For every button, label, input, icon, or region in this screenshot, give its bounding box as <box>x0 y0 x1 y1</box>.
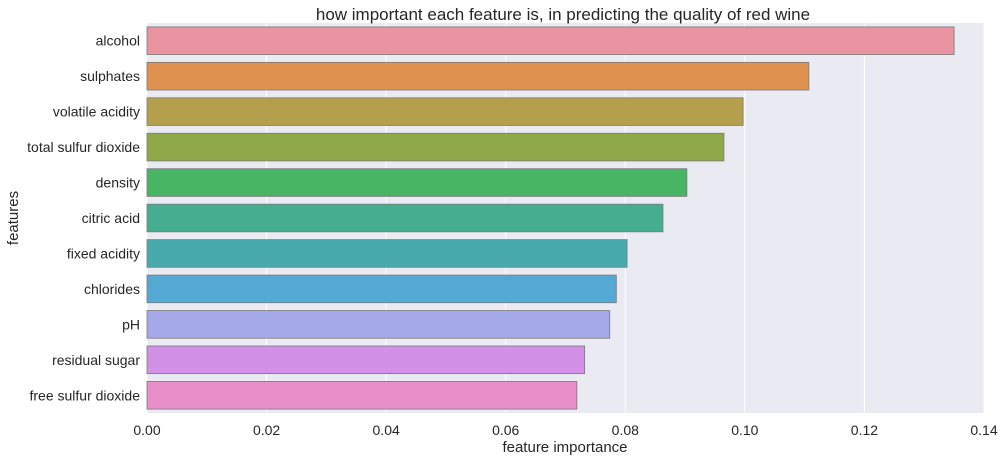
bar-free-sulfur-dioxide <box>146 381 578 410</box>
y-tick-label: density <box>96 175 140 191</box>
y-tick-label: sulphates <box>80 68 140 84</box>
bar-density <box>146 168 688 197</box>
bar-total-sulfur-dioxide <box>146 132 725 162</box>
bar-citric-acid <box>146 203 664 233</box>
y-tick-label: fixed acidity <box>67 245 140 261</box>
y-tick-label: residual sugar <box>52 352 140 368</box>
bar-residual-sugar <box>146 345 586 375</box>
y-tick-label: chlorides <box>84 281 140 297</box>
x-tick-label: 0.06 <box>492 422 519 438</box>
x-axis-label: feature importance <box>502 439 627 456</box>
x-tick-label: 0.10 <box>731 422 758 438</box>
x-tick-label: 0.00 <box>133 422 160 438</box>
y-tick-label: total sulfur dioxide <box>27 139 140 155</box>
bar-fixed-acidity <box>146 239 628 268</box>
chart-title: how important each feature is, in predic… <box>316 5 810 24</box>
bar-alcohol <box>146 26 955 55</box>
x-tick-label: 0.04 <box>373 422 400 438</box>
bar-chlorides <box>146 274 617 304</box>
bar-sulphates <box>146 61 810 91</box>
x-tick-labels: 0.00 0.02 0.04 0.06 0.08 0.10 0.12 0.14 <box>133 422 997 438</box>
y-tick-labels: alcohol sulphates volatile acidity total su… <box>27 33 140 404</box>
y-tick-label: citric acid <box>82 210 140 226</box>
y-tick-label: alcohol <box>96 33 140 49</box>
x-tick-label: 0.12 <box>851 422 878 438</box>
x-tick-label: 0.02 <box>253 422 280 438</box>
x-tick-label: 0.14 <box>970 422 997 438</box>
y-tick-label: pH <box>122 316 140 332</box>
x-tick-label: 0.08 <box>612 422 639 438</box>
y-axis-label: features <box>5 191 22 245</box>
y-tick-label: volatile acidity <box>53 104 140 120</box>
bar-pH <box>146 310 611 339</box>
bar-volatile-acidity <box>146 97 744 126</box>
bars <box>146 26 955 410</box>
y-tick-label: free sulfur dioxide <box>29 387 140 403</box>
